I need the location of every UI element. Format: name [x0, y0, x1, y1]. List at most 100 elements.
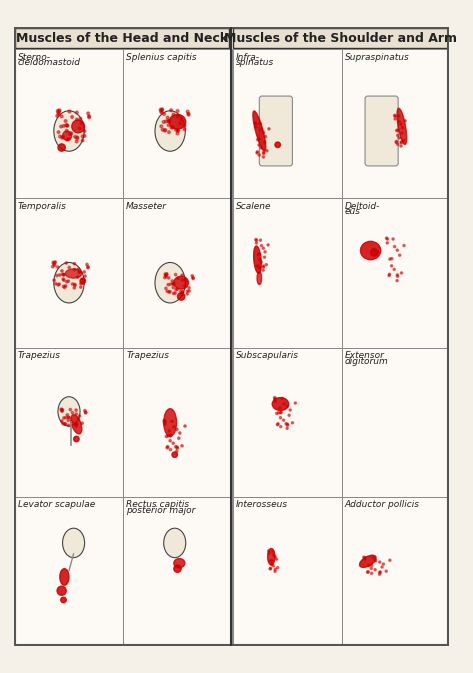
Circle shape — [263, 131, 265, 134]
Text: Splenius capitis: Splenius capitis — [126, 53, 197, 62]
Circle shape — [75, 413, 78, 415]
Circle shape — [63, 286, 66, 289]
Circle shape — [62, 125, 65, 127]
Circle shape — [286, 405, 289, 407]
Circle shape — [288, 414, 290, 417]
Circle shape — [76, 118, 79, 121]
Circle shape — [84, 275, 86, 277]
Circle shape — [54, 283, 57, 285]
Circle shape — [67, 416, 70, 419]
Circle shape — [254, 122, 257, 125]
Circle shape — [287, 424, 289, 426]
Ellipse shape — [71, 415, 82, 434]
Circle shape — [57, 283, 60, 286]
Circle shape — [175, 446, 177, 448]
Circle shape — [165, 275, 167, 278]
Circle shape — [259, 122, 262, 125]
Circle shape — [58, 109, 61, 112]
Circle shape — [88, 115, 90, 118]
Circle shape — [61, 115, 63, 118]
Circle shape — [388, 273, 391, 275]
Circle shape — [280, 411, 282, 414]
Circle shape — [53, 263, 55, 265]
Circle shape — [176, 115, 179, 118]
Circle shape — [396, 249, 398, 251]
Circle shape — [160, 110, 162, 112]
Circle shape — [281, 397, 283, 400]
Circle shape — [396, 275, 399, 277]
Circle shape — [75, 140, 78, 143]
Circle shape — [68, 138, 70, 141]
Circle shape — [392, 238, 394, 240]
Text: posterior major: posterior major — [126, 506, 196, 515]
Circle shape — [274, 398, 276, 401]
Circle shape — [163, 129, 166, 132]
Circle shape — [57, 131, 60, 133]
Circle shape — [263, 247, 264, 249]
Circle shape — [386, 238, 388, 240]
Circle shape — [398, 120, 401, 122]
Circle shape — [75, 423, 78, 425]
Text: Deltoid-: Deltoid- — [345, 202, 380, 211]
Circle shape — [73, 287, 75, 289]
Ellipse shape — [58, 396, 80, 426]
Circle shape — [372, 557, 375, 559]
Circle shape — [56, 110, 59, 112]
Circle shape — [255, 242, 257, 244]
Bar — [123, 497, 232, 646]
Circle shape — [79, 118, 82, 120]
Circle shape — [181, 279, 184, 281]
Circle shape — [63, 274, 65, 276]
Circle shape — [170, 127, 173, 129]
Text: Adductor pollicis: Adductor pollicis — [345, 501, 420, 509]
Circle shape — [370, 572, 373, 575]
Ellipse shape — [257, 272, 262, 285]
Circle shape — [64, 285, 67, 287]
Circle shape — [274, 556, 276, 558]
Circle shape — [256, 139, 259, 141]
Circle shape — [181, 274, 184, 277]
Circle shape — [268, 128, 270, 130]
Circle shape — [79, 283, 82, 285]
Circle shape — [68, 110, 71, 113]
Circle shape — [169, 448, 172, 451]
Circle shape — [255, 239, 258, 242]
Circle shape — [81, 135, 84, 138]
Circle shape — [176, 288, 178, 290]
Text: Muscles of the Head and Neck: Muscles of the Head and Neck — [17, 32, 228, 44]
Circle shape — [179, 122, 182, 125]
Circle shape — [166, 273, 168, 276]
Circle shape — [397, 115, 400, 117]
Bar — [15, 347, 123, 497]
Circle shape — [391, 258, 393, 260]
Circle shape — [81, 422, 83, 425]
Circle shape — [167, 120, 170, 122]
Circle shape — [167, 131, 170, 133]
Circle shape — [258, 138, 260, 141]
Circle shape — [403, 244, 405, 246]
Circle shape — [263, 152, 265, 155]
Circle shape — [263, 155, 264, 158]
Bar — [15, 497, 123, 646]
Circle shape — [59, 135, 61, 138]
Circle shape — [370, 565, 373, 567]
Circle shape — [168, 120, 171, 122]
Circle shape — [174, 292, 176, 294]
Circle shape — [398, 137, 400, 139]
Ellipse shape — [164, 528, 186, 558]
Circle shape — [61, 410, 63, 413]
Circle shape — [182, 291, 184, 293]
Circle shape — [254, 126, 257, 128]
Circle shape — [397, 129, 399, 131]
Circle shape — [168, 291, 170, 293]
Circle shape — [188, 289, 190, 292]
Circle shape — [74, 283, 76, 285]
Circle shape — [172, 292, 175, 295]
Circle shape — [64, 423, 67, 425]
Ellipse shape — [174, 559, 185, 568]
Circle shape — [171, 280, 174, 282]
Circle shape — [397, 143, 399, 145]
Circle shape — [402, 127, 403, 129]
Circle shape — [73, 269, 76, 271]
Circle shape — [60, 408, 62, 411]
